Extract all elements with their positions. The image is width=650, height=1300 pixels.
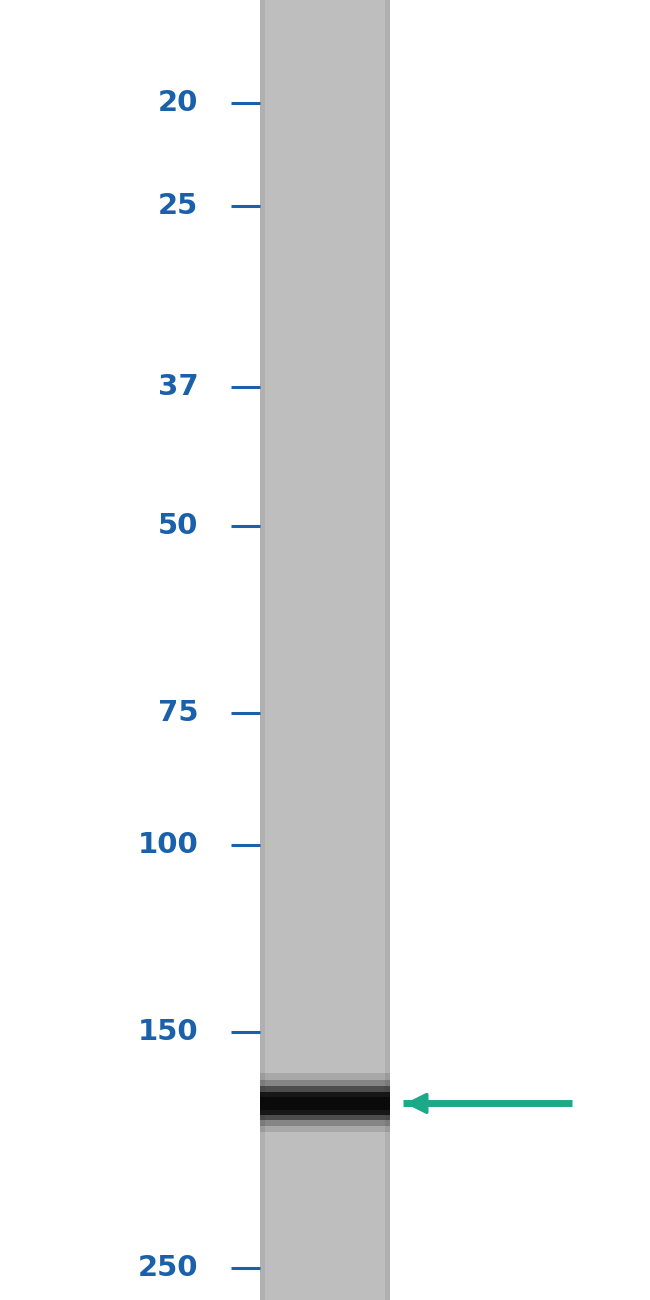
Text: 75: 75 <box>158 698 198 727</box>
Bar <box>260 1079 390 1126</box>
Text: 37: 37 <box>157 373 198 400</box>
Bar <box>260 1097 390 1110</box>
Bar <box>260 0 390 1300</box>
Bar <box>260 0 265 1300</box>
Bar <box>260 1072 390 1132</box>
Text: 25: 25 <box>158 192 198 220</box>
Text: 250: 250 <box>138 1254 198 1282</box>
Bar <box>385 0 390 1300</box>
Text: 20: 20 <box>158 88 198 117</box>
Text: 150: 150 <box>138 1018 198 1047</box>
Text: 50: 50 <box>158 512 198 540</box>
Bar <box>260 1087 390 1121</box>
Text: 100: 100 <box>138 831 198 859</box>
Bar <box>260 1092 390 1115</box>
